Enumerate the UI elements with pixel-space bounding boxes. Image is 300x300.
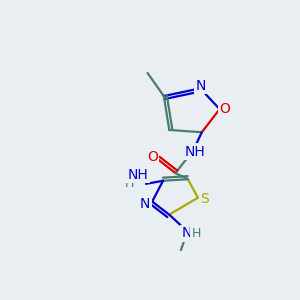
- Text: H: H: [192, 227, 201, 240]
- Text: N: N: [196, 79, 206, 93]
- Text: NH: NH: [184, 145, 205, 158]
- Text: N: N: [140, 197, 150, 211]
- Text: O: O: [147, 150, 158, 164]
- Text: S: S: [200, 192, 209, 206]
- Text: NH: NH: [128, 168, 148, 182]
- Text: N: N: [182, 226, 192, 240]
- Text: H: H: [125, 177, 134, 190]
- Text: O: O: [220, 102, 230, 116]
